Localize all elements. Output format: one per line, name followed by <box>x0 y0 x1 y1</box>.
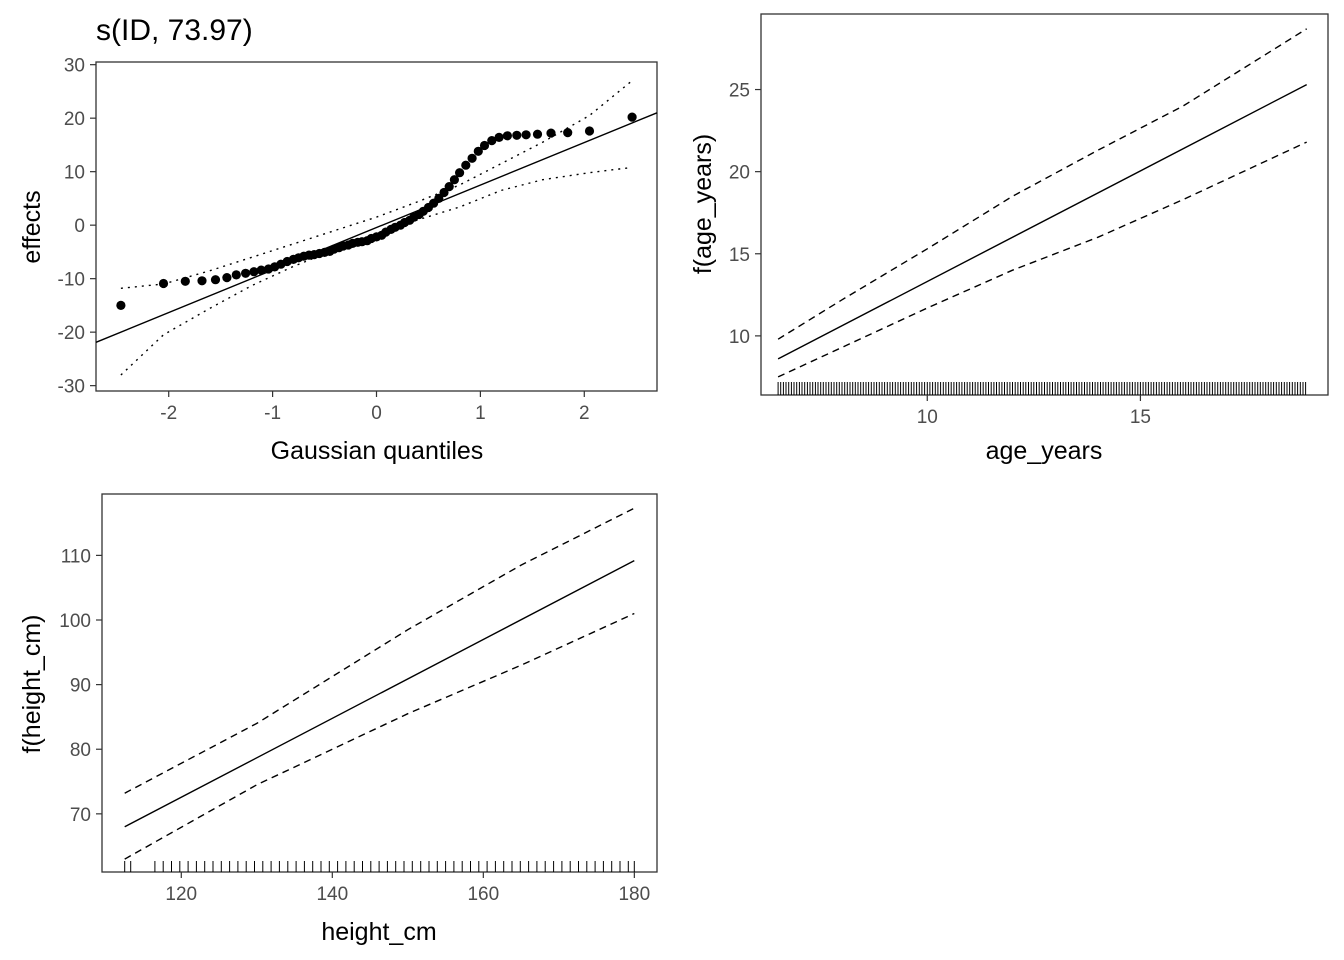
x-tick-label: 120 <box>165 884 197 905</box>
data-point <box>180 276 190 286</box>
data-point <box>116 300 126 310</box>
plot-frame <box>101 493 658 873</box>
data-point <box>256 265 266 275</box>
rug <box>777 382 1307 395</box>
x-axis: -2 -1 0 1 2 <box>160 391 590 424</box>
data-point <box>467 153 477 163</box>
x-tick-label: 160 <box>467 884 499 905</box>
x-tick-label: 15 <box>1130 407 1151 428</box>
y-axis: 10 15 20 25 <box>729 81 761 348</box>
smooth-line <box>777 83 1308 360</box>
x-tick-label: -2 <box>160 403 177 424</box>
x-axis-title: age_years <box>986 437 1103 465</box>
plot-frame <box>95 61 658 392</box>
data-point <box>241 268 251 278</box>
data-point <box>444 182 454 192</box>
y-tick-label: 70 <box>70 805 91 826</box>
x-axis-title: Gaussian quantiles <box>271 437 484 465</box>
x-axis-title: height_cm <box>321 918 436 946</box>
y-axis-title: f(age_years) <box>689 134 717 274</box>
y-tick-label: 15 <box>729 245 750 266</box>
data-point <box>439 187 449 198</box>
y-tick-label: 80 <box>70 740 91 761</box>
y-tick-label: -30 <box>58 377 85 398</box>
rug <box>124 861 635 872</box>
confidence-line <box>124 507 635 794</box>
smooth-lines <box>124 507 635 860</box>
plot-frame <box>760 13 1329 396</box>
data-point <box>546 128 556 138</box>
y-tick-label: -20 <box>58 323 85 344</box>
x-tick-label: 180 <box>618 884 650 905</box>
reference-line-path <box>95 112 658 343</box>
data-point <box>455 168 465 178</box>
y-tick-label: 25 <box>729 81 750 102</box>
x-tick-label: -1 <box>264 403 281 424</box>
data-point <box>449 175 459 185</box>
x-tick-label: 1 <box>475 403 486 424</box>
smooth-line <box>124 559 635 828</box>
lower-band-line <box>120 166 633 376</box>
data-point <box>473 146 483 156</box>
data-point <box>158 278 169 289</box>
y-tick-label: 100 <box>59 611 91 632</box>
x-tick-label: 2 <box>579 403 590 424</box>
data-point <box>521 130 531 140</box>
y-tick-label: 30 <box>64 56 85 77</box>
data-point <box>210 275 221 285</box>
data-point <box>532 129 543 139</box>
data-point <box>487 136 497 146</box>
data-point <box>494 132 504 142</box>
confidence-line <box>124 612 635 860</box>
data-point <box>222 273 232 283</box>
y-tick-label: 110 <box>61 546 91 567</box>
data-point <box>502 131 512 141</box>
panel-height-cm: 120 140 160 180 70 80 90 100 110 height_cm f(he… <box>18 493 658 946</box>
data-point <box>249 267 259 277</box>
y-axis-title: f(height_cm) <box>18 615 46 754</box>
data-point <box>197 276 207 286</box>
y-tick-label: 90 <box>70 676 91 697</box>
x-tick-label: 140 <box>316 884 348 905</box>
data-point <box>563 128 573 138</box>
x-axis: 10 15 <box>917 395 1151 428</box>
x-axis: 120 140 160 180 <box>165 872 650 905</box>
y-axis: -30 -20 -10 0 10 20 30 <box>58 56 96 398</box>
data-point <box>584 126 595 136</box>
y-tick-label: 0 <box>74 216 85 237</box>
y-axis: 70 80 90 100 110 <box>59 546 102 826</box>
y-tick-label: -10 <box>58 270 85 291</box>
y-tick-label: 10 <box>64 163 85 184</box>
reference-line <box>95 112 658 343</box>
confidence-line <box>777 141 1307 378</box>
y-tick-label: 10 <box>729 327 750 348</box>
data-point <box>434 193 444 203</box>
y-axis-title: effects <box>18 190 46 263</box>
y-tick-label: 20 <box>64 109 85 130</box>
data-point <box>512 130 522 140</box>
x-tick-label: 10 <box>917 407 938 428</box>
x-tick-label: 0 <box>371 403 382 424</box>
smooth-lines <box>777 28 1308 378</box>
upper-band-line <box>120 80 633 289</box>
data-point <box>231 270 241 280</box>
data-point <box>479 140 490 151</box>
y-tick-label: 20 <box>729 163 750 184</box>
data-point <box>627 112 637 122</box>
data-points <box>116 112 637 310</box>
panel-age-years: 10 15 10 15 20 25 age_years f(age_years) <box>689 13 1329 465</box>
panel-title: s(ID, 73.97) <box>96 14 253 47</box>
confidence-line <box>777 28 1308 340</box>
data-point <box>461 160 471 170</box>
